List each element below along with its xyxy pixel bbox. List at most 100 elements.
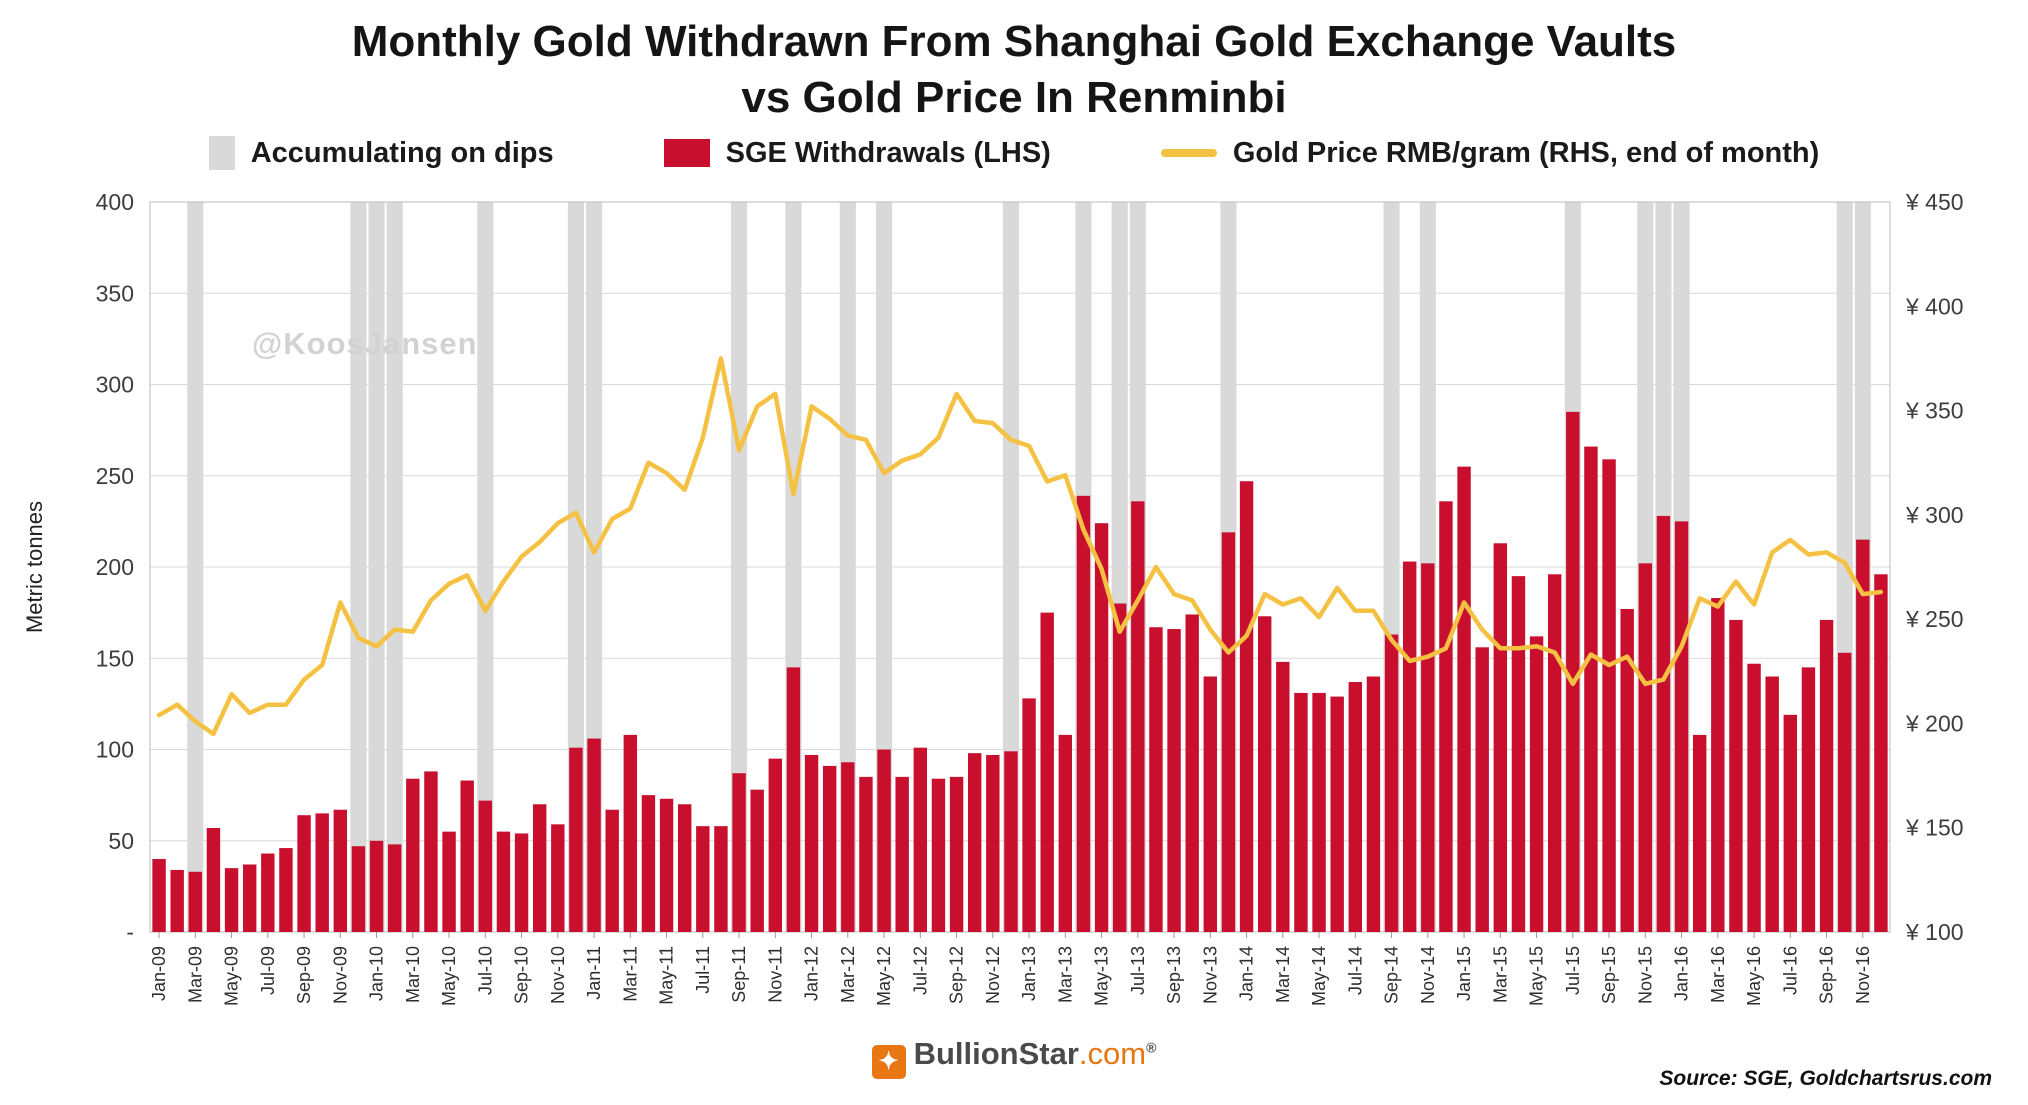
x-axis-label: Nov-12 — [983, 946, 1003, 1004]
withdrawal-bar-Dec-15 — [1656, 515, 1671, 932]
withdrawal-bar-May-12 — [877, 749, 891, 932]
left-tick-label: 100 — [96, 737, 134, 763]
x-axis-label: Mar-13 — [1055, 946, 1075, 1003]
registered-mark: ® — [1146, 1039, 1157, 1056]
legend-label: Gold Price RMB/gram (RHS, end of month) — [1232, 136, 1820, 169]
x-axis-label: May-13 — [1092, 946, 1112, 1006]
right-tick-label: ¥ 150 — [1905, 815, 1964, 841]
x-axis-label: Mar-09 — [185, 946, 205, 1003]
withdrawal-bar-Sep-15 — [1602, 459, 1616, 932]
withdrawal-bar-Feb-10 — [387, 844, 402, 932]
x-axis-label: Jul-11 — [693, 946, 713, 994]
withdrawal-bar-Jul-13 — [1131, 501, 1145, 932]
withdrawal-bar-Jul-09 — [261, 853, 275, 932]
x-axis-label: Nov-11 — [765, 946, 785, 1003]
withdrawal-bar-Sep-10 — [514, 833, 529, 932]
withdrawal-bar-Aug-11 — [714, 826, 728, 932]
withdrawal-bar-Feb-11 — [605, 809, 619, 932]
withdrawal-bar-Apr-15 — [1511, 576, 1526, 932]
withdrawal-bar-May-13 — [1094, 523, 1109, 932]
withdrawal-bar-Oct-16 — [1837, 652, 1852, 932]
withdrawal-bar-Aug-12 — [931, 778, 946, 932]
withdrawal-bar-Jun-12 — [895, 776, 909, 932]
withdrawal-bar-Dec-16 — [1874, 574, 1888, 932]
x-axis-label: May-09 — [222, 946, 242, 1006]
withdrawal-bar-Mar-14 — [1276, 661, 1290, 932]
withdrawal-bar-May-16 — [1747, 663, 1761, 932]
withdrawal-bar-Dec-10 — [569, 747, 583, 932]
withdrawal-bar-Oct-11 — [750, 789, 764, 932]
chart-title-line1: Monthly Gold Withdrawn From Shanghai Gol… — [351, 17, 1677, 66]
withdrawal-bar-Nov-10 — [551, 824, 565, 932]
withdrawal-bar-Aug-10 — [496, 831, 511, 932]
legend-item-accumulating: Accumulating on dips — [208, 136, 554, 170]
left-tick-label: 50 — [108, 828, 134, 854]
left-axis-title: Metric tonnes — [22, 501, 47, 633]
x-axis-label: May-12 — [874, 946, 894, 1006]
bullionstar-logo: ✦ BullionStar.com® — [0, 1036, 2028, 1079]
x-axis-label: Sep-13 — [1164, 946, 1184, 1004]
x-axis-label: Sep-11 — [729, 946, 749, 1003]
withdrawal-bar-Jan-11 — [587, 738, 601, 932]
withdrawal-bar-Dec-09 — [351, 846, 366, 932]
left-axis-ticks: 400 350 300 250 200 150 100 50 - — [96, 189, 134, 945]
right-axis-ticks: ¥ 450 ¥ 400 ¥ 350 ¥ 300 ¥ 250 ¥ 200 ¥ 150 ¥ 100 — [1905, 189, 1964, 945]
x-axis-label: Jul-16 — [1780, 946, 1800, 995]
withdrawal-bar-Feb-14 — [1257, 616, 1272, 932]
withdrawal-bar-Mar-11 — [623, 734, 638, 932]
withdrawal-bar-Mar-13 — [1058, 734, 1073, 932]
withdrawal-bar-May-15 — [1529, 636, 1544, 932]
x-axis-labels: Jan-09 Mar-09 May-09 Jul-09 Sep-09 Nov-09 Jan-… — [149, 932, 1873, 1006]
x-axis-label: Mar-11 — [620, 946, 640, 1002]
withdrawal-bar-Aug-15 — [1584, 446, 1598, 932]
withdrawal-bar-Dec-14 — [1439, 501, 1453, 932]
withdrawal-bar-Jul-11 — [696, 826, 710, 932]
legend-label: Accumulating on dips — [250, 136, 554, 169]
x-axis-label: Sep-10 — [512, 946, 532, 1004]
withdrawal-bar-Oct-09 — [315, 813, 329, 932]
withdrawal-bar-Apr-09 — [206, 827, 221, 932]
x-axis-label: Nov-16 — [1853, 946, 1873, 1004]
watermark: @KoosJansen — [252, 326, 478, 361]
legend-item-gold-price: Gold Price RMB/gram (RHS, end of month) — [1160, 136, 1820, 170]
left-tick-label: 250 — [96, 463, 134, 489]
bullionstar-star-icon: ✦ — [871, 1045, 906, 1079]
brand-name: BullionStar — [913, 1036, 1079, 1071]
withdrawal-bar-Apr-11 — [641, 795, 656, 932]
plot-border — [149, 201, 1891, 933]
withdrawal-bar-Oct-14 — [1402, 561, 1417, 932]
x-axis-label: Sep-14 — [1382, 946, 1402, 1004]
withdrawal-bar-Oct-15 — [1620, 608, 1634, 932]
x-axis-label: Jul-12 — [910, 946, 930, 995]
withdrawal-bar-Aug-14 — [1366, 676, 1381, 932]
withdrawal-bar-Feb-15 — [1475, 647, 1489, 932]
withdrawal-bar-Jan-15 — [1457, 466, 1471, 932]
withdrawal-bar-Jul-12 — [913, 747, 928, 932]
x-axis-label: Jul-09 — [258, 946, 278, 995]
x-axis-label: Mar-10 — [403, 946, 423, 1003]
left-tick-label: 400 — [96, 189, 134, 215]
x-axis-label: Jan-16 — [1672, 946, 1692, 1001]
withdrawal-bar-Nov-11 — [768, 758, 783, 932]
x-axis-label: Nov-13 — [1200, 946, 1220, 1004]
x-axis-label: Mar-14 — [1273, 946, 1293, 1003]
bar-swatch-icon — [663, 139, 710, 167]
left-tick-label: 300 — [96, 372, 134, 398]
withdrawal-bar-Jan-12 — [804, 754, 819, 932]
withdrawal-bar-Nov-16 — [1856, 539, 1870, 932]
withdrawal-bar-Mar-10 — [406, 778, 420, 932]
withdrawal-bar-Sep-09 — [297, 815, 311, 932]
x-axis-label: Nov-09 — [330, 946, 350, 1004]
withdrawal-bar-Jul-15 — [1566, 411, 1580, 932]
withdrawal-bar-Jan-10 — [369, 840, 384, 932]
withdrawal-bar-Oct-10 — [532, 804, 547, 932]
withdrawal-bar-Dec-12 — [1004, 751, 1018, 932]
withdrawal-bar-Aug-13 — [1149, 627, 1163, 932]
withdrawal-bar-Sep-12 — [949, 776, 964, 932]
right-tick-label: ¥ 250 — [1905, 606, 1964, 632]
x-axis-label: Nov-14 — [1418, 946, 1438, 1004]
withdrawal-bar-Jun-11 — [677, 804, 692, 932]
x-axis-label: Sep-12 — [947, 946, 967, 1004]
withdrawal-bar-Feb-13 — [1040, 612, 1054, 932]
withdrawal-bar-Jul-14 — [1348, 681, 1363, 932]
